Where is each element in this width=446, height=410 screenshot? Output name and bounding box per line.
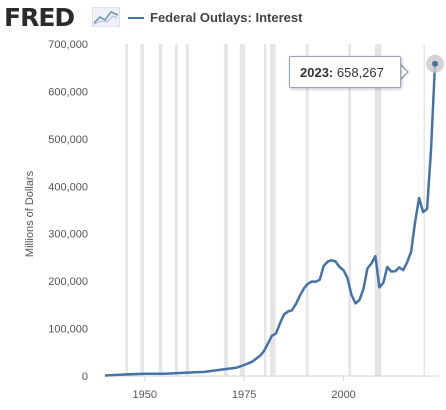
y-tick-label: 0 — [82, 371, 88, 383]
y-tick-label: 600,000 — [48, 86, 88, 98]
recession-band — [374, 44, 382, 376]
recession-band — [305, 44, 309, 376]
tooltip-year: 2023: — [300, 64, 334, 80]
legend[interactable]: Federal Outlays: Interest — [128, 10, 302, 25]
legend-swatch — [128, 16, 144, 19]
recession-band — [140, 44, 144, 376]
series-line — [104, 63, 437, 377]
y-tick-label: 200,000 — [48, 276, 88, 288]
recession-band — [125, 44, 129, 376]
tooltip-arrow-inner — [400, 65, 407, 79]
x-tick-label: 2000 — [331, 389, 355, 401]
recession-band — [185, 44, 189, 376]
y-tick-label: 100,000 — [48, 324, 88, 336]
recession-bands — [125, 44, 425, 376]
x-tick-label: 1975 — [232, 389, 256, 401]
recession-band — [174, 44, 178, 376]
y-tick-label: 500,000 — [48, 134, 88, 146]
series — [104, 54, 445, 377]
last-point-marker[interactable] — [432, 60, 439, 67]
recession-band — [239, 44, 245, 376]
fred-logo[interactable]: FRED — [4, 3, 75, 32]
x-tick-label: 1950 — [133, 389, 157, 401]
recession-band — [223, 44, 228, 376]
recession-band — [270, 44, 276, 376]
y-tick-label: 700,000 — [48, 39, 88, 51]
recession-band — [158, 44, 163, 376]
tooltip-value: 658,267 — [336, 64, 384, 80]
line-chart-icon — [92, 7, 120, 27]
chart-header: FRED Federal Outlays: Interest — [0, 0, 446, 34]
recession-band — [348, 44, 352, 376]
recession-band — [264, 44, 267, 376]
tooltip: 2023: 658,267 — [289, 56, 401, 88]
axes: Millions of Dollars 0 100,000 200,000 300,0… — [24, 39, 439, 401]
y-tick-label: 400,000 — [48, 181, 88, 193]
y-axis-title: Millions of Dollars — [24, 170, 36, 257]
y-tick-label: 300,000 — [48, 229, 88, 241]
legend-label: Federal Outlays: Interest — [150, 10, 303, 25]
